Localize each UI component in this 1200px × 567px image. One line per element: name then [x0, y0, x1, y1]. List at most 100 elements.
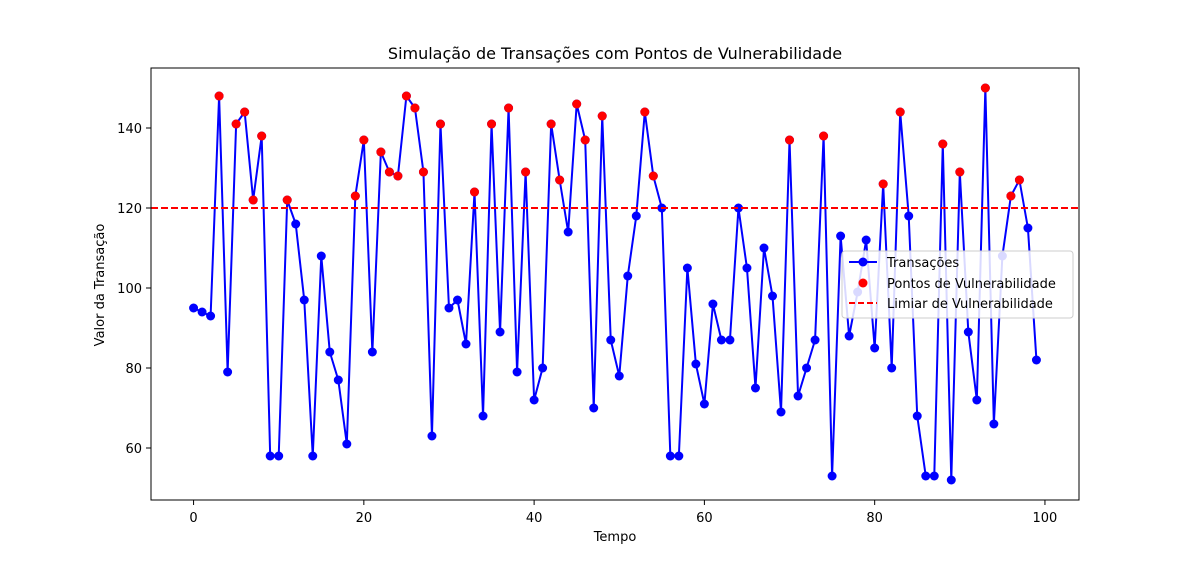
data-point-transacao — [708, 299, 718, 309]
data-point-transacao — [538, 363, 548, 373]
data-point-transacao — [189, 303, 199, 313]
data-point-transacao — [946, 475, 956, 485]
data-point-transacao — [989, 419, 999, 429]
data-point-transacao — [776, 407, 786, 417]
data-point-transacao — [512, 367, 522, 377]
data-point-transacao — [682, 263, 692, 273]
data-point-transacao — [699, 399, 709, 409]
legend: Transações Pontos de Vulnerabilidade Lim… — [841, 250, 1074, 319]
vulnerability-point — [955, 167, 965, 177]
vulnerability-point — [555, 175, 565, 185]
y-tick-label: 120 — [117, 202, 142, 217]
data-point-transacao — [461, 339, 471, 349]
vulnerability-point — [572, 99, 582, 109]
data-point-transacao — [316, 251, 326, 261]
data-point-transacao — [921, 471, 931, 481]
x-tick-label: 40 — [526, 511, 543, 526]
data-point-transacao — [887, 363, 897, 373]
vulnerability-point — [878, 179, 888, 189]
data-point-transacao — [495, 327, 505, 337]
data-point-transacao — [342, 439, 352, 449]
data-point-transacao — [861, 235, 871, 245]
data-point-transacao — [733, 203, 743, 213]
data-point-transacao — [444, 303, 454, 313]
data-point-transacao — [333, 375, 343, 385]
vulnerability-point — [580, 135, 590, 145]
data-point-transacao — [844, 331, 854, 341]
x-tick-label: 0 — [189, 511, 197, 526]
vulnerability-point — [597, 111, 607, 121]
data-point-transacao — [308, 451, 318, 461]
vulnerability-point — [214, 91, 224, 101]
vulnerability-point — [648, 171, 658, 181]
vulnerability-point — [521, 167, 531, 177]
x-axis-label: Tempo — [593, 530, 637, 545]
data-point-transacao — [665, 451, 675, 461]
axes-frame — [150, 67, 1080, 501]
vulnerability-point — [401, 91, 411, 101]
vulnerability-point — [819, 131, 829, 141]
y-tick-label: 80 — [125, 362, 142, 377]
data-point-transacao — [750, 383, 760, 393]
x-tick-label: 100 — [1033, 511, 1058, 526]
chart-title: Simulação de Transações com Pontos de Vu… — [388, 44, 842, 63]
data-point-transacao — [810, 335, 820, 345]
data-point-transacao — [631, 211, 641, 221]
y-axis-label: Valor da Transação — [93, 224, 108, 347]
y-tick-label: 60 — [125, 442, 142, 457]
vulnerability-point — [895, 107, 905, 117]
data-point-transacao — [589, 403, 599, 413]
data-point-transacao — [674, 451, 684, 461]
data-point-transacao — [963, 327, 973, 337]
data-point-transacao — [1023, 223, 1033, 233]
vulnerability-point — [240, 107, 250, 117]
vulnerability-point — [257, 131, 267, 141]
data-point-transacao — [614, 371, 624, 381]
data-point-transacao — [197, 307, 207, 317]
vulnerability-point — [1006, 191, 1016, 201]
plot-area: 0 20 40 60 80 100 60 80 100 120 140 — [117, 67, 1080, 526]
data-point-transacao — [206, 311, 216, 321]
data-point-transacao — [904, 211, 914, 221]
x-tick-label: 20 — [356, 511, 373, 526]
vulnerability-point — [393, 171, 403, 181]
vulnerability-point — [470, 187, 480, 197]
data-point-transacao — [836, 231, 846, 241]
legend-label-limiar: Limiar de Vulnerabilidade — [887, 297, 1053, 312]
vulnerability-point — [1014, 175, 1024, 185]
data-point-transacao — [827, 471, 837, 481]
vulnerability-point — [384, 167, 394, 177]
data-point-transacao — [870, 343, 880, 353]
vulnerability-point — [376, 147, 386, 157]
vulnerability-point — [640, 107, 650, 117]
data-point-transacao — [299, 295, 309, 305]
data-point-transacao — [623, 271, 633, 281]
vulnerability-point — [980, 83, 990, 93]
vulnerability-point — [938, 139, 948, 149]
legend-label-transacoes: Transações — [886, 256, 959, 271]
data-point-transacao — [725, 335, 735, 345]
vulnerability-point — [546, 119, 556, 129]
vulnerability-point — [231, 119, 241, 129]
vulnerability-point — [282, 195, 292, 205]
data-point-transacao — [768, 291, 777, 301]
data-point-transacao — [265, 451, 275, 461]
y-tick-label: 140 — [117, 122, 142, 137]
data-point-transacao — [453, 295, 462, 305]
data-point-transacao — [1031, 355, 1041, 365]
y-tick-label: 100 — [117, 282, 142, 297]
legend-frame — [841, 250, 1074, 319]
x-tick-label: 80 — [866, 511, 883, 526]
data-point-transacao — [563, 227, 573, 237]
vulnerability-point — [487, 119, 497, 129]
legend-label-pontos-vulnerabilidade: Pontos de Vulnerabilidade — [887, 277, 1056, 292]
vulnerability-point — [418, 167, 428, 177]
data-point-transacao — [691, 359, 701, 369]
x-tick-label: 60 — [696, 511, 713, 526]
vulnerability-point — [350, 191, 360, 201]
data-point-transacao — [742, 263, 752, 273]
legend-marker-transacoes-swatch — [858, 257, 868, 267]
data-point-transacao — [606, 335, 616, 345]
